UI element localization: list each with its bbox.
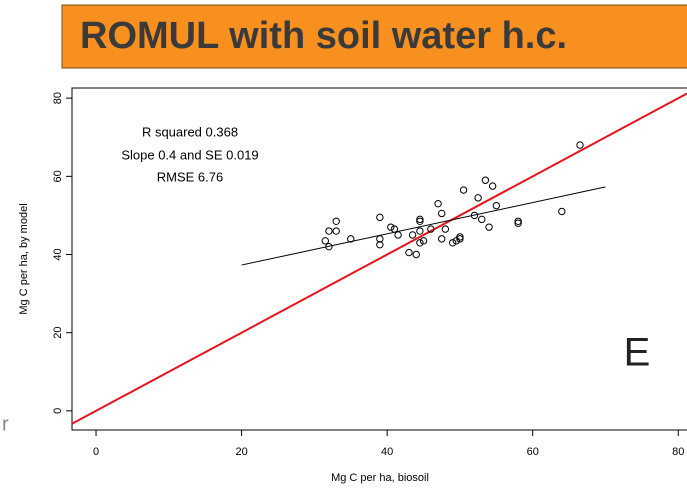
point <box>427 225 435 233</box>
y-tick-label: 20 <box>52 327 64 339</box>
x-tick-label: 40 <box>381 446 393 458</box>
point <box>347 235 355 243</box>
x-tick-label: 80 <box>672 446 684 458</box>
point <box>321 237 329 245</box>
point <box>438 209 446 218</box>
point <box>459 186 468 194</box>
panel-letter: E <box>624 331 651 375</box>
plot-area <box>72 92 687 425</box>
point <box>416 239 424 247</box>
y-tick-label: 80 <box>52 92 64 104</box>
point <box>492 201 501 210</box>
point <box>390 225 399 233</box>
point <box>452 237 460 245</box>
edge-fragment: r <box>2 413 9 435</box>
point <box>325 242 333 251</box>
point <box>405 248 413 257</box>
point <box>485 223 493 231</box>
point <box>387 223 395 231</box>
x-axis-title: Mg C per ha, biosoil <box>331 472 429 484</box>
y-axis-title: Mg C per ha, by model <box>18 203 30 314</box>
plot-frame <box>71 87 687 431</box>
point <box>412 250 420 259</box>
point <box>408 231 417 239</box>
point <box>441 225 450 233</box>
point <box>394 231 402 239</box>
title-box <box>61 4 687 69</box>
point <box>438 235 446 243</box>
point <box>558 207 566 216</box>
point <box>478 215 486 224</box>
point <box>416 215 424 224</box>
y-tick-label: 60 <box>52 170 64 182</box>
point <box>488 182 497 190</box>
point <box>416 217 424 225</box>
point <box>325 227 333 235</box>
point <box>470 211 479 220</box>
point <box>576 141 584 149</box>
y-tick-label: 0 <box>52 408 64 414</box>
point <box>481 176 490 184</box>
point <box>456 235 464 243</box>
x-tick-label: 0 <box>93 446 99 458</box>
annotation: Slope 0.4 and SE 0.019 <box>121 147 258 162</box>
point <box>376 241 384 249</box>
identity-line <box>72 92 687 425</box>
point <box>332 227 340 235</box>
x-tick-label: 60 <box>527 446 539 458</box>
point <box>332 217 340 225</box>
y-tick-label: 40 <box>52 248 64 260</box>
point <box>376 235 384 243</box>
point <box>448 239 457 247</box>
point <box>416 227 424 235</box>
x-tick-label: 20 <box>235 446 247 458</box>
annotation: R squared 0.368 <box>142 124 238 139</box>
point <box>376 213 384 222</box>
point <box>514 217 522 225</box>
annotation: RMSE 6.76 <box>157 169 223 184</box>
point <box>419 237 428 245</box>
point <box>514 219 522 227</box>
chart-title: ROMUL with soil water h.c. <box>80 15 567 57</box>
point <box>456 233 464 241</box>
fit-line <box>241 186 606 266</box>
point <box>434 199 442 208</box>
point <box>474 194 482 202</box>
